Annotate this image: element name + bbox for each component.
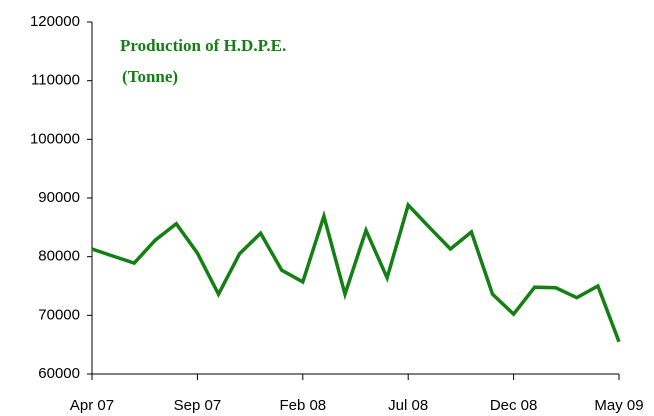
y-tick-label: 60000 [38, 365, 80, 382]
y-tick-label: 110000 [31, 72, 80, 89]
chart-subtitle: (Tonne) [122, 67, 178, 86]
x-tick-label: Sep 07 [174, 397, 222, 414]
y-tick-label: 90000 [38, 189, 80, 206]
y-tick-label: 80000 [38, 248, 80, 265]
x-tick-label: Dec 08 [490, 397, 538, 414]
x-tick-label: Apr 07 [70, 397, 114, 414]
x-tick-label: May 09 [594, 397, 643, 414]
x-tick-label: Jul 08 [388, 397, 428, 414]
chart-title: Production of H.D.P.E. [120, 36, 286, 55]
y-tick-label: 70000 [38, 306, 80, 323]
y-tick-label: 100000 [30, 130, 80, 147]
line-series [91, 201, 621, 343]
y-tick-label: 120000 [30, 13, 80, 30]
x-tick-label: Feb 08 [279, 397, 326, 414]
